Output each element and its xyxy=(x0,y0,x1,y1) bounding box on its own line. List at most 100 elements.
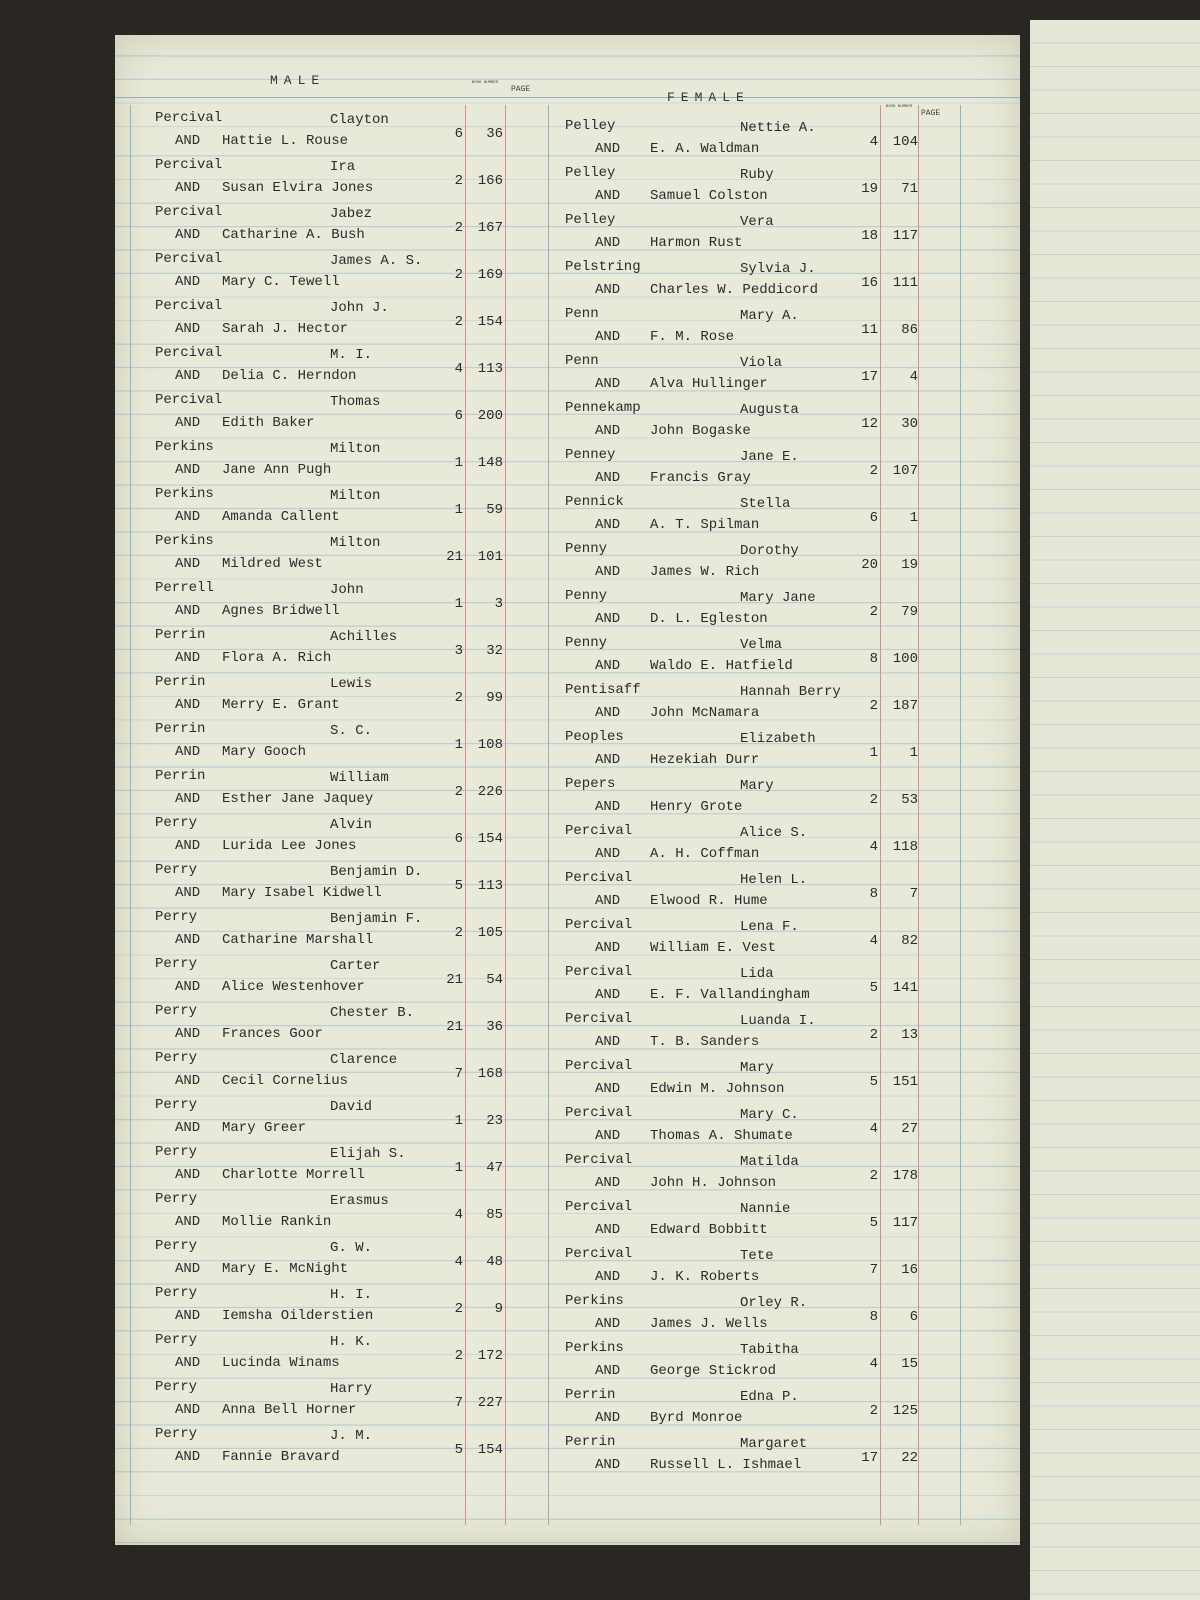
surname: Perry xyxy=(155,1191,198,1207)
surname: Perrin xyxy=(565,1434,616,1450)
book-number: 2 xyxy=(869,698,878,714)
spouse: Sarah J. Hector xyxy=(222,321,349,337)
spouse: Mildred West xyxy=(222,556,323,572)
spouse: John H. Johnson xyxy=(650,1175,777,1191)
book-number: 8 xyxy=(869,1309,878,1325)
page-number: 151 xyxy=(892,1074,918,1090)
spouse: William E. Vest xyxy=(650,940,777,956)
given-name: Milton xyxy=(330,488,381,504)
given-name: John xyxy=(330,582,364,598)
book-number: 6 xyxy=(454,408,463,424)
page-number: 154 xyxy=(477,1442,503,1458)
given-name: Velma xyxy=(740,637,783,653)
surname: Perry xyxy=(155,1426,198,1442)
connector: AND xyxy=(595,1457,621,1473)
surname: Perkins xyxy=(155,439,214,455)
page-number: 113 xyxy=(477,878,503,894)
spouse: Henry Grote xyxy=(650,799,743,815)
surname: Percival xyxy=(565,1011,633,1027)
given-name: Thomas xyxy=(330,394,381,410)
page-number: 6 xyxy=(909,1309,918,1325)
given-name: Augusta xyxy=(740,402,799,418)
page-number: 7 xyxy=(909,886,918,902)
given-name: Milton xyxy=(330,441,381,457)
connector: AND xyxy=(175,1402,201,1418)
connector: AND xyxy=(595,1128,621,1144)
spouse: A. H. Coffman xyxy=(650,846,760,862)
surname: Peoples xyxy=(565,729,624,745)
surname: Percival xyxy=(565,823,633,839)
surname: Perry xyxy=(155,1238,198,1254)
page-number: 48 xyxy=(486,1254,503,1270)
given-name: Edna P. xyxy=(740,1389,799,1405)
page-number: 141 xyxy=(892,980,918,996)
connector: AND xyxy=(595,1175,621,1191)
book-number: 2 xyxy=(454,220,463,236)
given-name: Margaret xyxy=(740,1436,808,1452)
connector: AND xyxy=(175,1261,201,1277)
book-number: 1 xyxy=(454,455,463,471)
spouse: Iemsha Oilderstien xyxy=(222,1308,374,1324)
rule xyxy=(130,105,131,1525)
spouse: Merry E. Grant xyxy=(222,697,340,713)
surname: Percival xyxy=(155,110,223,126)
surname: Percival xyxy=(155,345,223,361)
connector: AND xyxy=(595,1410,621,1426)
spouse: Frances Goor xyxy=(222,1026,323,1042)
book-number: 4 xyxy=(869,1121,878,1137)
surname: Perkins xyxy=(155,533,214,549)
surname: Percival xyxy=(565,1152,633,1168)
book-number: 1 xyxy=(454,596,463,612)
spouse: Harmon Rust xyxy=(650,235,743,251)
spouse: Samuel Colston xyxy=(650,188,768,204)
spouse: Thomas A. Shumate xyxy=(650,1128,793,1144)
surname: Perry xyxy=(155,1379,198,1395)
given-name: Sylvia J. xyxy=(740,261,816,277)
connector: AND xyxy=(595,1363,621,1379)
page-number: 125 xyxy=(892,1403,918,1419)
book-number: 21 xyxy=(446,972,463,988)
book-number: 2 xyxy=(454,1348,463,1364)
page-number: 53 xyxy=(901,792,918,808)
given-name: M. I. xyxy=(330,347,373,363)
connector: AND xyxy=(595,1222,621,1238)
connector: AND xyxy=(595,329,621,345)
book-number: 2 xyxy=(454,784,463,800)
surname: Perrin xyxy=(155,721,206,737)
given-name: Benjamin F. xyxy=(330,911,423,927)
book-number: 7 xyxy=(454,1395,463,1411)
book-number: 2 xyxy=(869,604,878,620)
given-name: Tabitha xyxy=(740,1342,799,1358)
book-number: 4 xyxy=(454,361,463,377)
page-number: 36 xyxy=(486,1019,503,1035)
page-number: 54 xyxy=(486,972,503,988)
surname: Perrin xyxy=(155,674,206,690)
surname: Perrin xyxy=(565,1387,616,1403)
spouse: T. B. Sanders xyxy=(650,1034,760,1050)
given-name: Stella xyxy=(740,496,791,512)
surname: Percival xyxy=(155,298,223,314)
spouse: Alva Hullinger xyxy=(650,376,768,392)
connector: AND xyxy=(175,1026,201,1042)
surname: Perry xyxy=(155,909,198,925)
rule xyxy=(548,105,549,1525)
page-number: 178 xyxy=(892,1168,918,1184)
given-name: Chester B. xyxy=(330,1005,415,1021)
spouse: Charlotte Morrell xyxy=(222,1167,365,1183)
book-header: BOOK NUMBER xyxy=(471,81,499,85)
page-header: PAGE xyxy=(511,85,531,94)
page-number: 15 xyxy=(901,1356,918,1372)
given-name: Clarence xyxy=(330,1052,398,1068)
connector: AND xyxy=(595,987,621,1003)
book-number: 6 xyxy=(454,831,463,847)
connector: AND xyxy=(175,932,201,948)
spouse: Anna Bell Horner xyxy=(222,1402,357,1418)
surname: Percival xyxy=(155,251,223,267)
page-number: 99 xyxy=(486,690,503,706)
rule xyxy=(465,105,466,1525)
spouse: John McNamara xyxy=(650,705,760,721)
surname: Perry xyxy=(155,815,198,831)
spouse: E. A. Waldman xyxy=(650,141,760,157)
connector: AND xyxy=(175,462,201,478)
